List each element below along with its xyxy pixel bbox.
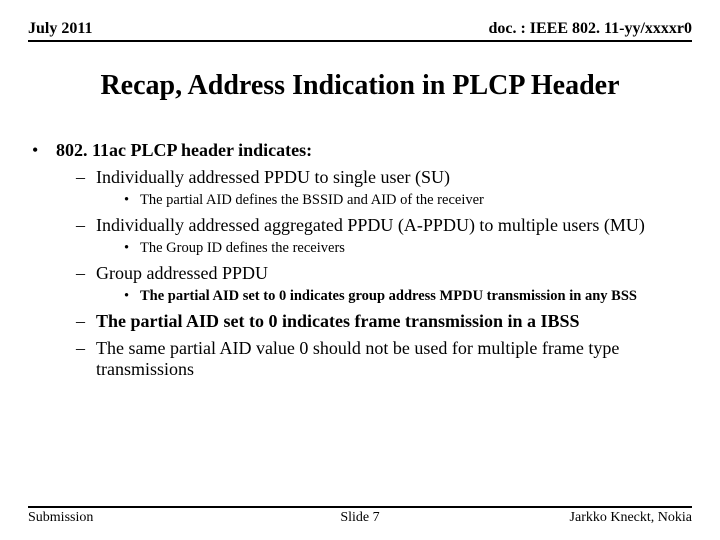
bullet-level1: –Individually addressed aggregated PPDU … xyxy=(28,215,692,236)
bullet-mark: • xyxy=(124,192,140,209)
dash-mark: – xyxy=(76,215,96,236)
header-doc-id: doc. : IEEE 802. 11-yy/xxxxr0 xyxy=(488,20,692,38)
dash-mark: – xyxy=(76,311,96,332)
content-area: • 802. 11ac PLCP header indicates: –Indi… xyxy=(28,140,692,380)
bullet-level1: –The partial AID set to 0 indicates fram… xyxy=(28,311,692,332)
bullet-level2: •The Group ID defines the receivers xyxy=(28,240,692,257)
bullet-mark: • xyxy=(124,240,140,257)
bullet-l2-text: The partial AID defines the BSSID and AI… xyxy=(140,192,484,209)
bullet-l2-text: The Group ID defines the receivers xyxy=(140,240,345,257)
bullet-l1-text: Individually addressed PPDU to single us… xyxy=(96,167,450,188)
bullet-l1-text: Individually addressed aggregated PPDU (… xyxy=(96,215,645,236)
dash-mark: – xyxy=(76,263,96,284)
footer-divider xyxy=(28,506,692,508)
bullet-level1: –Group addressed PPDU xyxy=(28,263,692,284)
bullet-mark: • xyxy=(28,140,56,161)
bullet-level2: •The partial AID defines the BSSID and A… xyxy=(28,192,692,209)
bullet-l1-text: The partial AID set to 0 indicates frame… xyxy=(96,311,580,332)
bullet-l0-text: 802. 11ac PLCP header indicates: xyxy=(56,140,312,161)
bullet-l1-text: The same partial AID value 0 should not … xyxy=(96,338,692,380)
footer: Submission Slide 7 Jarkko Kneckt, Nokia xyxy=(28,506,692,526)
bullet-level1: –Individually addressed PPDU to single u… xyxy=(28,167,692,188)
slide-title: Recap, Address Indication in PLCP Header xyxy=(28,70,692,102)
bullet-l2-text: The partial AID set to 0 indicates group… xyxy=(140,288,637,305)
bullet-l1-text: Group addressed PPDU xyxy=(96,263,268,284)
footer-center: Slide 7 xyxy=(28,510,692,526)
bullet-level1: –The same partial AID value 0 should not… xyxy=(28,338,692,380)
header-date: July 2011 xyxy=(28,20,92,38)
dash-mark: – xyxy=(76,338,96,380)
header-row: July 2011 doc. : IEEE 802. 11-yy/xxxxr0 xyxy=(28,20,692,42)
bullet-level0: • 802. 11ac PLCP header indicates: xyxy=(28,140,692,161)
bullet-mark: • xyxy=(124,288,140,305)
bullet-level2: •The partial AID set to 0 indicates grou… xyxy=(28,288,692,305)
dash-mark: – xyxy=(76,167,96,188)
